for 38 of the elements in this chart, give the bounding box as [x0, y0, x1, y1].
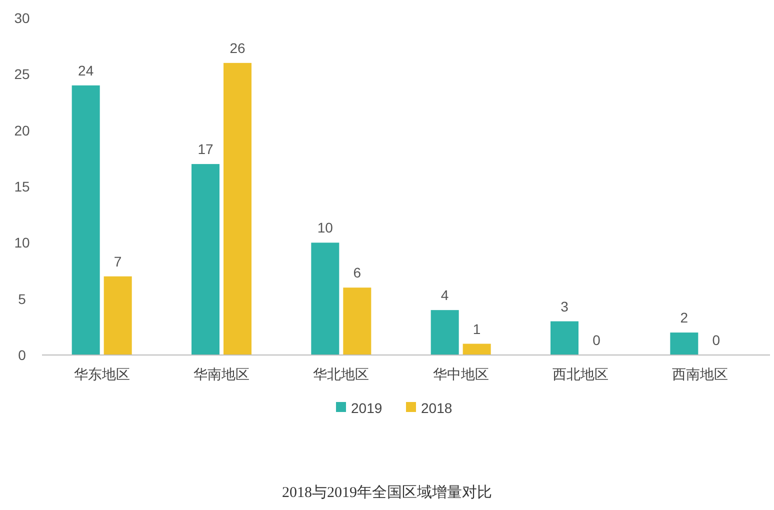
x-tick-label: 华东地区 [74, 366, 130, 382]
y-tick-label: 30 [14, 10, 30, 26]
text: 2018与2019年全国区域增量对比 [282, 484, 492, 501]
data-label: 7 [114, 253, 122, 270]
bar [104, 276, 132, 355]
x-tick-label: 华南地区 [194, 366, 250, 382]
y-tick-label: 5 [18, 290, 26, 307]
bar [72, 85, 100, 355]
data-label: 24 [78, 62, 94, 78]
data-label: 4 [440, 287, 449, 304]
y-tick-label: 15 [14, 178, 30, 194]
data-label: 0 [592, 332, 601, 348]
legend-label: 2019 [351, 400, 382, 416]
data-label: 2 [680, 310, 688, 326]
bar [224, 62, 252, 355]
y-tick-label: 20 [14, 122, 30, 138]
legend-label: 2018 [421, 400, 452, 416]
y-tick-label: 25 [14, 66, 30, 82]
data-label: 10 [317, 220, 334, 236]
x-tick-label: 华北地区 [313, 366, 370, 382]
x-tick-label: 西南地区 [672, 366, 728, 382]
bar [670, 332, 698, 355]
y-tick-label: 0 [18, 347, 26, 363]
x-tick-label: 华中地区 [432, 366, 489, 382]
data-label: 3 [560, 298, 569, 314]
bar [343, 288, 372, 355]
bar [550, 321, 578, 355]
data-label: 17 [198, 141, 214, 158]
bar [430, 310, 459, 355]
x-tick-label: 西北地区 [552, 366, 608, 382]
y-tick-label: 10 [14, 234, 30, 251]
data-label: 1 [472, 320, 481, 337]
bar [311, 242, 340, 355]
data-label: 6 [353, 264, 362, 281]
data-label: 26 [230, 40, 246, 56]
bar [192, 164, 220, 355]
bar [462, 344, 491, 355]
data-label: 0 [712, 332, 720, 348]
